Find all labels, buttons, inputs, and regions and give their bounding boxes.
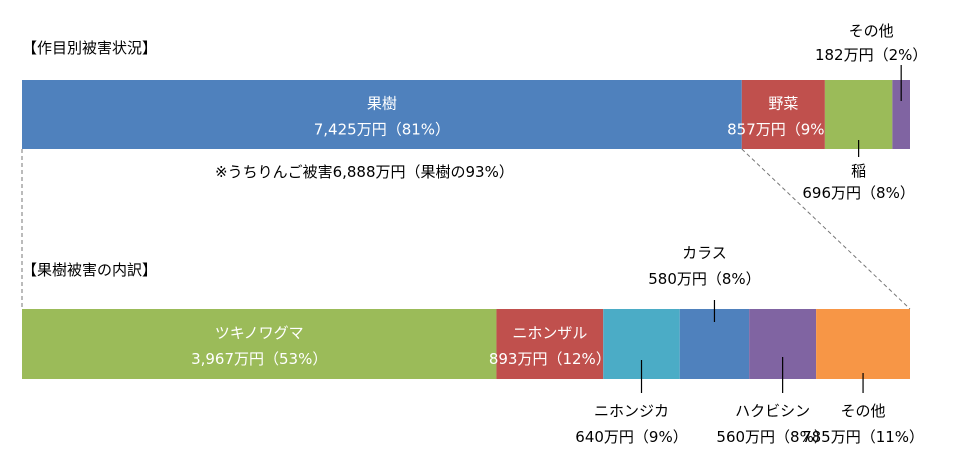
bar-segment-crop-0 [22,80,742,149]
segment-label-crop-2: 稲 [851,162,866,180]
segment-value-fruit-1: 893万円（12%） [489,350,611,368]
segment-value-fruit-4: 560万円（8%） [716,428,828,446]
segment-label-fruit-4: ハクビシン [735,402,810,420]
segment-label-fruit-5: その他 [841,402,886,420]
segment-label-fruit-2: ニホンジカ [594,402,669,420]
segment-label-fruit-3: カラス [682,244,727,262]
segment-value-crop-2: 696万円（8%） [802,184,914,202]
connector-right [741,148,911,310]
bar-segment-fruit-0 [22,309,497,379]
bar-segment-fruit-1 [496,309,604,379]
bar-segment-crop-3 [892,80,910,149]
segment-value-fruit-3: 580万円（8%） [648,270,760,288]
segment-value-fruit-0: 3,967万円（53%） [191,350,327,368]
segment-label-fruit-1: ニホンザル [512,324,587,342]
segment-value-fruit-5: 785万円（11%） [802,428,924,446]
apple-damage-note: ※うちりんご被害6,888万円（果樹の93%） [215,163,514,181]
segment-value-crop-3: 182万円（2%） [815,46,927,64]
chart-title-fruit-breakdown: 【果樹被害の内訳】 [22,261,157,279]
segment-label-crop-0: 果樹 [367,95,397,113]
segment-label-fruit-0: ツキノワグマ [215,324,304,342]
chart-title-crops: 【作目別被害状況】 [22,39,157,57]
segment-label-crop-3: その他 [849,22,894,40]
bar-segment-crop-1 [741,80,825,149]
segment-value-crop-1: 857万円（9%） [727,121,839,139]
bar-segment-crop-2 [824,80,893,149]
segment-value-crop-0: 7,425万円（81%） [314,121,450,139]
segment-label-crop-1: 野菜 [768,95,798,113]
bar-segment-fruit-5 [816,309,910,379]
segment-value-fruit-2: 640万円（9%） [575,428,687,446]
